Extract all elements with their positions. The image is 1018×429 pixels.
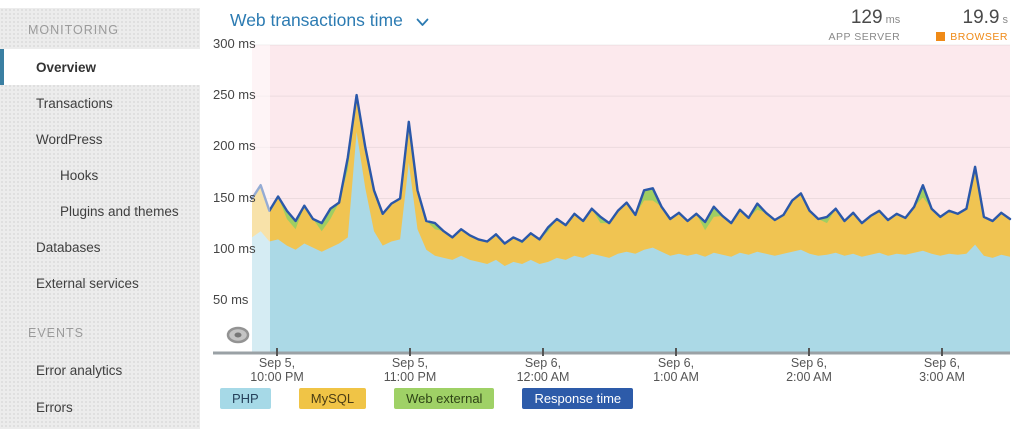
chart-stats: 129 ms APP SERVER 19.9 s BROWSER [829, 7, 1009, 43]
y-axis-tick-label: 200 ms [213, 138, 256, 153]
response-time-line [250, 93, 1012, 245]
sidebar-item-databases[interactable]: Databases [0, 229, 200, 265]
x-axis-tick-label: Sep 6, 1:00 AM [616, 356, 736, 384]
legend-item-response-time[interactable]: Response time [522, 388, 634, 409]
sidebar-item-label: Hooks [60, 167, 99, 183]
app-server-value: 129 [850, 7, 883, 28]
y-axis-tick-label: 300 ms [213, 36, 256, 51]
browser-swatch-icon [936, 32, 946, 41]
x-tick-time: 2:00 AM [786, 370, 832, 384]
legend-item-mysql[interactable]: MySQL [298, 388, 367, 409]
app-server-label: APP SERVER [828, 31, 901, 43]
sidebar-section-header-monitoring: MONITORING [28, 23, 120, 37]
app-server-value-row: 129 ms [829, 7, 901, 29]
y-axis-tick-label: 150 ms [213, 190, 256, 205]
sidebar-item-error-analytics[interactable]: Error analytics [0, 352, 200, 388]
x-tick-date: Sep 5, [391, 356, 429, 370]
sidebar-item-label: Databases [36, 239, 101, 255]
x-tick-date: Sep 6, [657, 356, 695, 370]
browser-value: 19.9 [962, 7, 1000, 28]
y-axis-tick-label: 50 ms [213, 292, 249, 307]
x-tick-date: Sep 6, [524, 356, 562, 370]
sidebar-item-label: WordPress [36, 131, 103, 147]
x-axis-labels: Sep 5, 10:00 PM Sep 5, 11:00 PM Sep 6, 12:00 … [210, 356, 1018, 386]
y-axis-tick-label: 250 ms [213, 87, 256, 102]
sidebar-item-label: Plugins and themes [60, 203, 179, 219]
y-axis-labels: 300 ms 250 ms 200 ms 150 ms 100 ms 50 ms [213, 36, 265, 360]
sidebar-item-wordpress[interactable]: WordPress [0, 121, 200, 157]
legend-item-php[interactable]: PHP [220, 388, 271, 409]
sidebar-item-plugins-and-themes[interactable]: Plugins and themes [0, 193, 200, 229]
sidebar-item-errors[interactable]: Errors [0, 389, 200, 425]
x-tick-time: 10:00 PM [250, 370, 304, 384]
previous-period-fade [252, 45, 270, 352]
chart-canvas [213, 44, 1012, 356]
x-axis-tick-label: Sep 6, 3:00 AM [882, 356, 1002, 384]
sidebar-item-external-services[interactable]: External services [0, 265, 200, 301]
x-axis-tick-label: Sep 5, 11:00 PM [350, 356, 470, 384]
sidebar-item-label: Errors [36, 399, 73, 415]
browser-label-row: BROWSER [936, 31, 1008, 43]
sidebar-section-header-events: EVENTS [28, 326, 85, 340]
browser-stat[interactable]: 19.9 s BROWSER [936, 7, 1008, 43]
x-tick-time: 12:00 AM [516, 370, 570, 384]
sidebar-item-transactions[interactable]: Transactions [0, 85, 200, 121]
area-php [252, 132, 1010, 352]
browser-value-row: 19.9 s [936, 7, 1008, 29]
chevron-down-icon [416, 18, 429, 26]
app-server-stat[interactable]: 129 ms APP SERVER [829, 7, 901, 43]
legend-item-web-external[interactable]: Web external [394, 388, 495, 409]
pan-handle-center-icon [234, 332, 242, 338]
x-axis-ticks [276, 348, 943, 356]
x-axis-tick-label: Sep 6, 12:00 AM [483, 356, 603, 384]
browser-unit: s [1002, 14, 1009, 26]
x-axis-tick-label: Sep 5, 10:00 PM [217, 356, 337, 384]
sidebar-item-overview[interactable]: Overview [0, 49, 200, 85]
browser-label: BROWSER [950, 31, 1008, 43]
y-axis-tick-label: 100 ms [213, 241, 256, 256]
x-tick-date: Sep 6, [923, 356, 961, 370]
x-tick-time: 1:00 AM [653, 370, 699, 384]
chart-title-dropdown[interactable]: Web transactions time [230, 10, 429, 31]
x-axis-tick-label: Sep 6, 2:00 AM [749, 356, 869, 384]
x-tick-date: Sep 5, [258, 356, 296, 370]
x-tick-time: 3:00 AM [919, 370, 965, 384]
x-tick-time: 11:00 PM [383, 370, 437, 384]
app-server-unit: ms [885, 14, 901, 26]
chart-title: Web transactions time [230, 10, 403, 30]
sidebar: MONITORING Overview Transactions WordPress H… [0, 0, 200, 429]
sidebar-item-label: External services [36, 275, 139, 291]
sidebar-item-hooks[interactable]: Hooks [0, 157, 200, 193]
sidebar-item-label: Error analytics [36, 362, 123, 378]
x-tick-date: Sep 6, [790, 356, 828, 370]
chart-legend: PHP MySQL Web external Response time [220, 388, 634, 409]
sidebar-item-label: Overview [36, 59, 97, 75]
sidebar-item-label: Transactions [36, 95, 113, 111]
